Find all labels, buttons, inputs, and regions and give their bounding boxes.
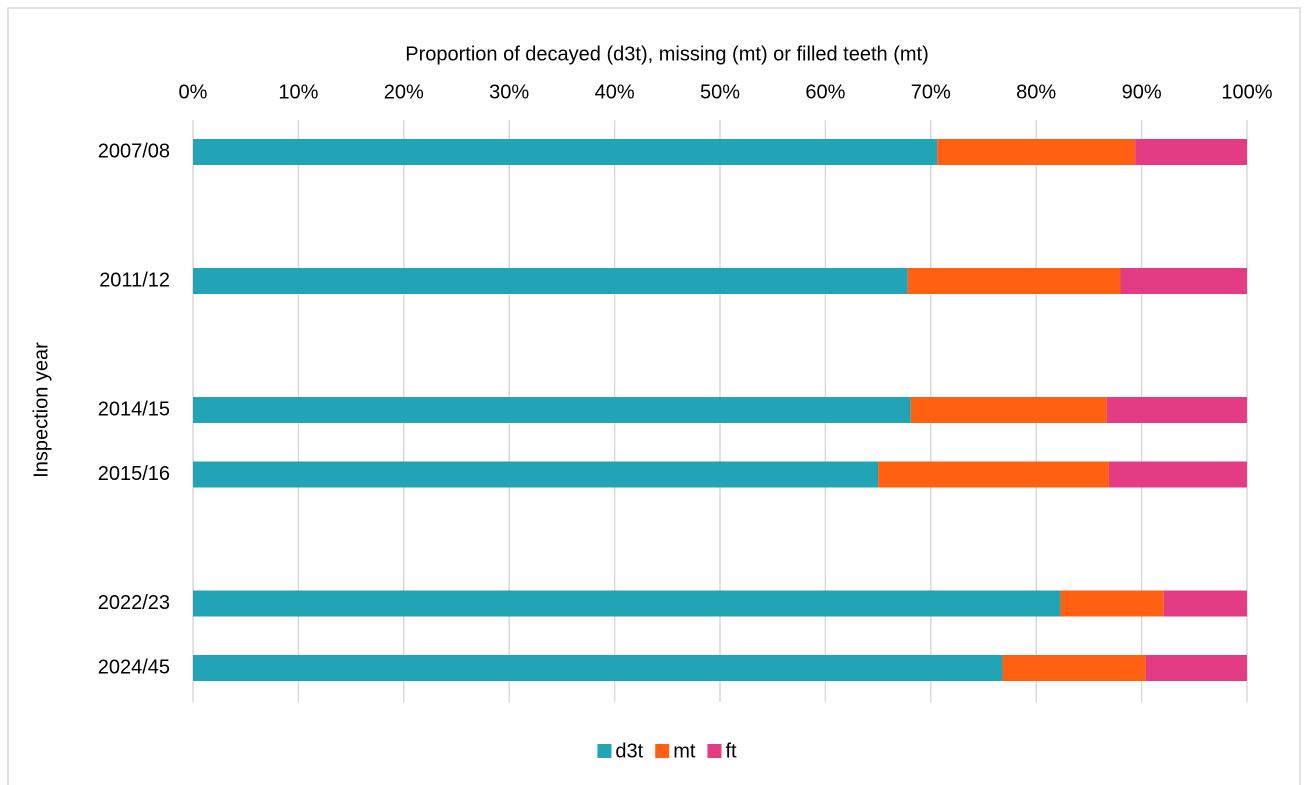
bar-segment (1060, 590, 1164, 617)
bar-segment (910, 397, 1107, 423)
bar-segment (193, 655, 1003, 681)
y-tick-label: 2014/15 (98, 398, 170, 420)
bar-segment (878, 461, 1109, 488)
x-tick-label: 20% (384, 81, 424, 103)
x-tick-label: 0% (179, 81, 208, 103)
y-tick-label: 2007/08 (98, 140, 170, 162)
legend-swatch (597, 744, 612, 758)
x-tick-label: 30% (489, 81, 529, 103)
bar-segment (1163, 590, 1247, 617)
legend-label: d3t (615, 740, 643, 762)
legend-label: ft (725, 740, 737, 762)
legend-label: mt (673, 740, 696, 762)
x-tick-label: 100% (1221, 81, 1272, 103)
bar-segment (1002, 655, 1146, 681)
x-tick-label: 60% (805, 81, 845, 103)
x-tick-label: 90% (1122, 81, 1162, 103)
y-tick-label: 2015/16 (98, 463, 170, 485)
legend-swatch (655, 744, 670, 758)
y-tick-label: 2022/23 (98, 592, 170, 614)
x-tick-label: 10% (278, 81, 318, 103)
bar-segment (193, 397, 911, 423)
y-tick-label: 2011/12 (99, 269, 170, 291)
bar-segment (1135, 139, 1247, 165)
bar-segment (937, 139, 1136, 165)
bar-segment (193, 139, 938, 165)
bar-segment (1120, 268, 1247, 294)
bar-segment (1145, 655, 1247, 681)
legend-swatch (707, 744, 722, 758)
bar-segment (193, 461, 879, 488)
y-axis-title: Inspection year (30, 342, 52, 478)
x-tick-label: 80% (1016, 81, 1056, 103)
bar-segment (1108, 461, 1247, 488)
y-tick-label: 2024/45 (98, 656, 170, 678)
bar-segment (1106, 397, 1247, 423)
bar-segment (193, 268, 908, 294)
x-tick-label: 50% (700, 81, 740, 103)
x-tick-label: 70% (911, 81, 951, 103)
chart-title: Proportion of decayed (d3t), missing (mt… (405, 43, 929, 65)
x-tick-label: 40% (595, 81, 635, 103)
bar-segment (907, 268, 1121, 294)
bar-segment (193, 590, 1061, 617)
